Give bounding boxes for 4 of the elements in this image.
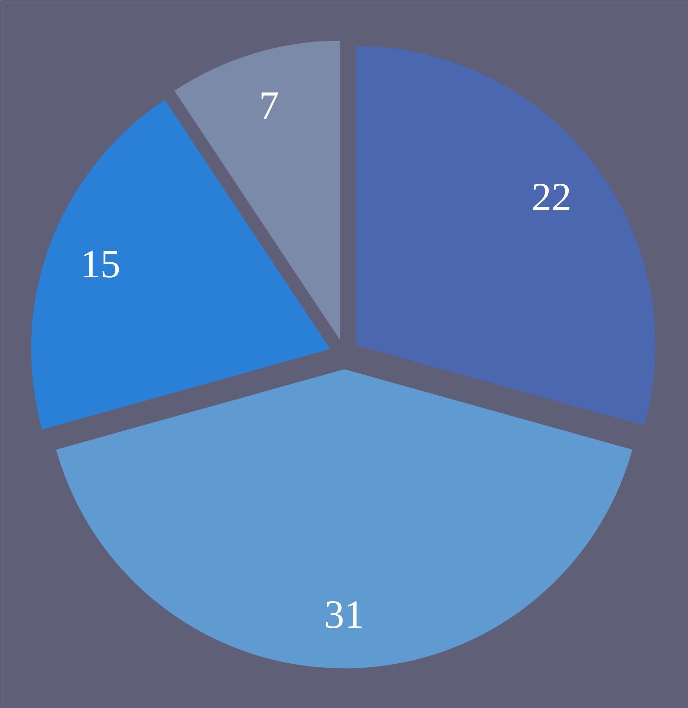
data-label: 7 (259, 82, 280, 128)
data-label: 22 (532, 174, 572, 220)
data-label: 15 (80, 241, 121, 286)
data-label: 31 (324, 592, 364, 638)
